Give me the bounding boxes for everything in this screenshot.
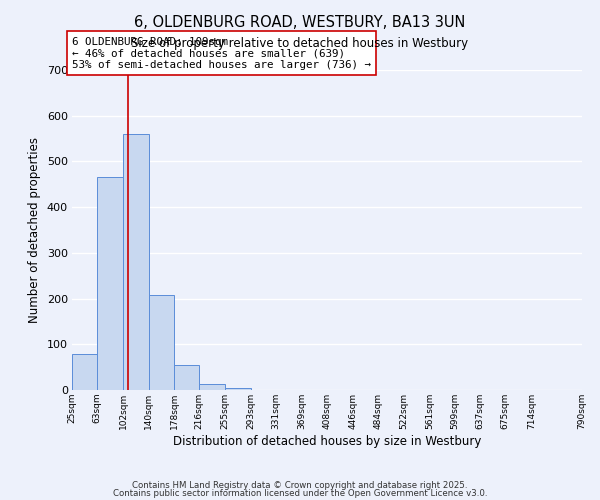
- Bar: [199, 384, 226, 390]
- Text: Contains HM Land Registry data © Crown copyright and database right 2025.: Contains HM Land Registry data © Crown c…: [132, 480, 468, 490]
- Y-axis label: Number of detached properties: Number of detached properties: [28, 137, 41, 323]
- Bar: [124, 134, 149, 390]
- Bar: [226, 388, 251, 390]
- Text: Size of property relative to detached houses in Westbury: Size of property relative to detached ho…: [131, 38, 469, 51]
- Text: 6 OLDENBURG ROAD: 109sqm
← 46% of detached houses are smaller (639)
53% of semi-: 6 OLDENBURG ROAD: 109sqm ← 46% of detach…: [72, 37, 371, 70]
- Bar: [72, 354, 97, 390]
- Bar: [149, 296, 174, 390]
- Bar: [174, 365, 199, 390]
- X-axis label: Distribution of detached houses by size in Westbury: Distribution of detached houses by size …: [173, 434, 481, 448]
- Text: 6, OLDENBURG ROAD, WESTBURY, BA13 3UN: 6, OLDENBURG ROAD, WESTBURY, BA13 3UN: [134, 15, 466, 30]
- Text: Contains public sector information licensed under the Open Government Licence v3: Contains public sector information licen…: [113, 489, 487, 498]
- Bar: [97, 176, 124, 390]
